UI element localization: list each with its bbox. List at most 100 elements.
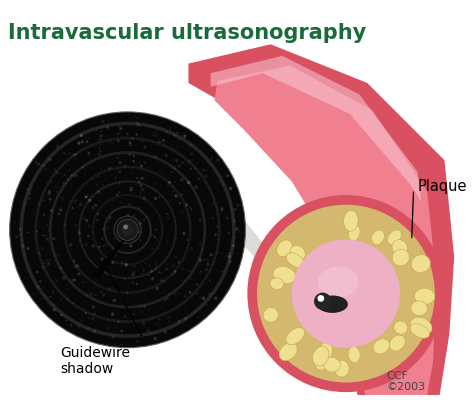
Circle shape	[133, 214, 135, 217]
Circle shape	[48, 198, 51, 201]
Circle shape	[117, 219, 138, 241]
Circle shape	[141, 177, 143, 179]
Circle shape	[155, 287, 159, 290]
Circle shape	[87, 235, 90, 237]
Circle shape	[160, 272, 162, 274]
Circle shape	[100, 274, 102, 277]
Circle shape	[140, 177, 144, 180]
Circle shape	[207, 170, 208, 171]
Circle shape	[132, 160, 135, 162]
Circle shape	[46, 237, 49, 240]
Ellipse shape	[286, 253, 304, 268]
Circle shape	[116, 168, 119, 170]
Circle shape	[21, 202, 22, 203]
Circle shape	[117, 139, 120, 142]
Circle shape	[189, 144, 191, 147]
Circle shape	[189, 291, 191, 294]
Circle shape	[56, 141, 58, 143]
Circle shape	[154, 197, 157, 200]
Circle shape	[115, 326, 117, 328]
Circle shape	[94, 313, 96, 314]
Circle shape	[88, 224, 91, 228]
Circle shape	[118, 183, 120, 185]
Circle shape	[228, 252, 231, 255]
Circle shape	[66, 298, 69, 301]
Circle shape	[173, 135, 175, 136]
Circle shape	[50, 223, 51, 224]
Circle shape	[194, 168, 196, 169]
Polygon shape	[189, 44, 454, 395]
Circle shape	[42, 227, 44, 229]
Ellipse shape	[388, 230, 401, 245]
Circle shape	[144, 161, 146, 164]
Circle shape	[72, 302, 74, 304]
Circle shape	[69, 323, 73, 326]
Ellipse shape	[324, 357, 340, 372]
Circle shape	[82, 282, 84, 283]
Circle shape	[200, 190, 201, 191]
Circle shape	[89, 210, 90, 212]
Circle shape	[87, 152, 90, 155]
Circle shape	[137, 117, 138, 119]
Circle shape	[165, 131, 168, 133]
Circle shape	[42, 266, 44, 268]
Circle shape	[229, 187, 232, 190]
Circle shape	[39, 205, 41, 206]
Circle shape	[178, 164, 181, 168]
Circle shape	[35, 247, 36, 248]
Circle shape	[142, 322, 146, 325]
Ellipse shape	[372, 230, 384, 245]
Circle shape	[144, 294, 146, 296]
Circle shape	[102, 228, 105, 231]
Circle shape	[139, 195, 141, 196]
Circle shape	[167, 184, 169, 187]
Circle shape	[56, 191, 58, 193]
Circle shape	[180, 178, 183, 181]
Circle shape	[247, 195, 445, 392]
Circle shape	[141, 312, 143, 313]
Circle shape	[47, 259, 49, 260]
Circle shape	[131, 273, 135, 276]
Circle shape	[134, 324, 135, 326]
Circle shape	[156, 272, 157, 274]
Circle shape	[163, 145, 165, 147]
Circle shape	[100, 138, 101, 139]
Circle shape	[168, 320, 170, 322]
Circle shape	[164, 175, 166, 176]
Circle shape	[105, 249, 106, 250]
Circle shape	[113, 237, 116, 240]
Circle shape	[71, 179, 72, 180]
Ellipse shape	[415, 288, 435, 304]
Circle shape	[143, 268, 144, 269]
Circle shape	[174, 194, 178, 197]
Circle shape	[56, 145, 58, 147]
Circle shape	[141, 187, 145, 191]
Circle shape	[135, 240, 136, 241]
Circle shape	[77, 272, 81, 275]
Circle shape	[193, 292, 194, 293]
Circle shape	[173, 292, 176, 295]
Circle shape	[136, 177, 138, 180]
Circle shape	[71, 183, 72, 185]
Circle shape	[120, 262, 124, 264]
Circle shape	[78, 326, 80, 328]
Circle shape	[102, 293, 105, 296]
Circle shape	[48, 259, 51, 262]
Circle shape	[117, 228, 120, 230]
Circle shape	[100, 249, 102, 250]
Circle shape	[150, 233, 153, 237]
Ellipse shape	[318, 266, 358, 297]
Circle shape	[160, 279, 164, 282]
Circle shape	[41, 199, 45, 202]
Circle shape	[170, 127, 171, 129]
Circle shape	[100, 144, 101, 146]
Circle shape	[167, 316, 170, 319]
Circle shape	[109, 140, 111, 143]
Circle shape	[47, 262, 50, 266]
Circle shape	[73, 154, 75, 156]
Circle shape	[102, 333, 104, 334]
Circle shape	[153, 134, 155, 137]
Circle shape	[63, 182, 64, 183]
Circle shape	[120, 297, 122, 299]
Circle shape	[118, 161, 122, 164]
